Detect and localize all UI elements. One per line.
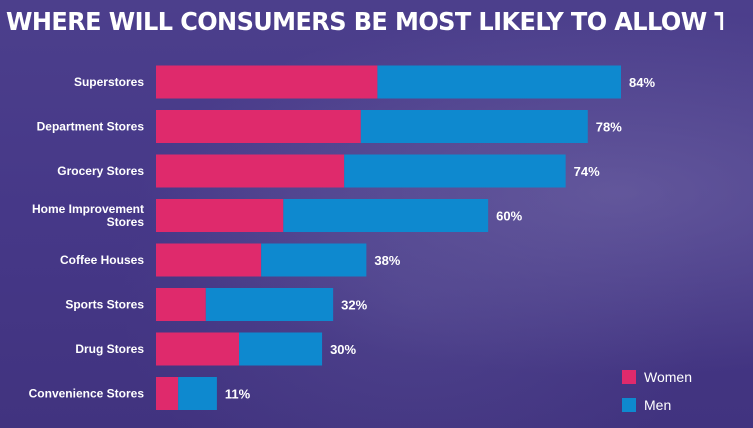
bar-segment-men: [283, 199, 489, 232]
category-label: Home Improvement Stores: [32, 202, 144, 229]
total-value-label: 74%: [574, 164, 600, 179]
bar-segment-women: [156, 377, 179, 410]
bar-segment-women: [156, 288, 206, 321]
total-value-label: 30%: [330, 342, 356, 357]
category-label: Superstores: [74, 75, 144, 89]
bar-segment-men: [205, 288, 334, 321]
bar-segment-men: [178, 377, 217, 410]
total-value-label: 38%: [374, 253, 400, 268]
category-label: Convenience Stores: [29, 387, 145, 401]
total-value-label: 32%: [341, 298, 367, 313]
bar-segment-women: [156, 199, 284, 232]
legend-swatch-men: [622, 398, 636, 412]
chart-title: WHERE WILL CONSUMERS BE MOST LIKELY TO A…: [6, 7, 723, 36]
total-value-label: 84%: [629, 75, 655, 90]
bar-segment-women: [156, 243, 262, 277]
bar-segment-men: [377, 65, 621, 99]
total-value-label: 11%: [225, 387, 251, 402]
category-label: Drug Stores: [75, 342, 144, 356]
bar-segment-men: [360, 110, 588, 143]
category-label: Coffee Houses: [60, 253, 144, 267]
legend-label-men: Men: [644, 397, 671, 413]
total-value-label: 60%: [496, 209, 522, 224]
category-label: Department Stores: [37, 120, 145, 134]
bar-segment-men: [261, 243, 367, 277]
bar-segment-women: [156, 154, 345, 188]
bar-segment-women: [156, 65, 378, 99]
total-value-label: 78%: [596, 120, 622, 135]
bar-segment-women: [156, 110, 361, 143]
bar-segment-men: [239, 332, 323, 366]
bar-segment-men: [344, 154, 566, 188]
category-label: Sports Stores: [65, 298, 144, 312]
legend-label-women: Women: [644, 369, 692, 385]
bar-segment-women: [156, 332, 240, 366]
category-label: Grocery Stores: [57, 164, 144, 178]
legend-swatch-women: [622, 370, 636, 384]
